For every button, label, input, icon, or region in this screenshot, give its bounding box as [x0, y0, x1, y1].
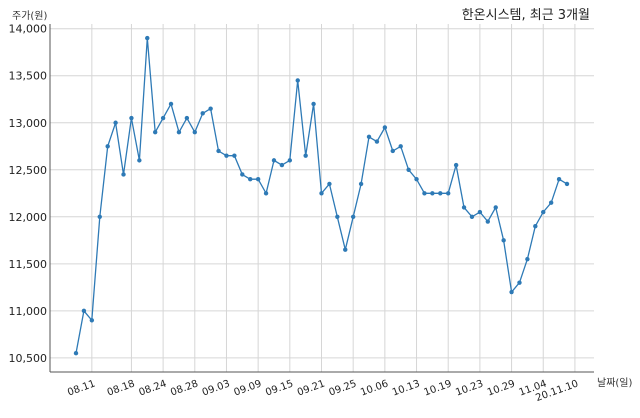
data-point [184, 115, 190, 121]
data-point [152, 129, 158, 135]
grid-layer [50, 24, 594, 372]
x-tick-label: 08.11 [66, 378, 97, 398]
data-point [430, 191, 435, 196]
y-tick-label: 11,000 [9, 305, 48, 318]
data-point [89, 318, 95, 323]
data-point [422, 191, 427, 196]
data-point [446, 191, 451, 196]
data-point [232, 153, 237, 158]
y-tick-label: 10,500 [9, 352, 48, 365]
data-point [501, 238, 506, 243]
y-tick-label: 13,000 [9, 117, 48, 130]
data-point [279, 162, 285, 168]
data-point [453, 162, 459, 168]
data-point [319, 191, 324, 196]
data-point [327, 181, 332, 187]
data-point [255, 176, 261, 182]
data-point [192, 129, 197, 135]
data-point [509, 289, 514, 295]
y-tick-label: 12,500 [9, 164, 48, 177]
data-point [216, 148, 221, 154]
data-point [477, 209, 483, 215]
x-tick-label: 09.09 [232, 378, 263, 398]
x-tick-label: 09.25 [328, 378, 359, 398]
x-tick-label: 09.15 [264, 378, 295, 398]
data-point [461, 205, 467, 210]
data-point [240, 172, 245, 177]
data-point [564, 181, 570, 187]
data-point [271, 158, 277, 163]
data-point [358, 181, 364, 187]
data-point [200, 111, 205, 116]
data-point [160, 115, 166, 121]
x-tick-label: 09.03 [201, 378, 232, 398]
x-tick-label: 10.29 [486, 378, 517, 398]
data-point [263, 191, 269, 196]
data-point [113, 120, 118, 125]
chart-title: 한온시스템, 최근 3개월 [462, 8, 590, 23]
data-point [541, 209, 546, 215]
data-point [73, 350, 79, 356]
data-point [382, 125, 388, 130]
data-point [81, 308, 87, 314]
data-point [366, 134, 372, 140]
data-point [287, 158, 293, 163]
data-point [350, 214, 356, 220]
axes-layer [49, 24, 594, 373]
x-tick-label: 10.13 [391, 378, 422, 398]
data-point [129, 115, 134, 121]
data-point [295, 78, 300, 83]
y-tick-labels: 10,500 11,000 11,500 12,000 12,500 13,000 13,5… [9, 23, 48, 365]
data-point [224, 153, 229, 158]
data-point [311, 101, 316, 107]
x-tick-label: 08.18 [106, 378, 137, 398]
x-tick-label: 08.28 [169, 378, 200, 398]
x-tick-label: 08.24 [137, 378, 168, 398]
data-point [137, 158, 142, 163]
x-axis-label: 날짜(일) [597, 377, 633, 389]
x-tick-label: 10.23 [454, 378, 485, 398]
data-point [97, 214, 102, 220]
data-point [105, 144, 110, 149]
data-point [533, 224, 538, 229]
data-point [517, 280, 522, 285]
data-point [176, 129, 182, 135]
price-series [73, 35, 570, 356]
data-point [145, 35, 150, 41]
data-point [303, 153, 308, 158]
x-tick-label: 10.19 [423, 378, 454, 398]
data-point [398, 144, 403, 149]
x-tick-label: 09.21 [296, 378, 327, 398]
y-tick-label: 12,000 [9, 211, 48, 224]
data-point [485, 219, 491, 224]
y-tick-label: 11,500 [9, 258, 48, 271]
data-point [121, 172, 126, 177]
data-point [438, 191, 443, 196]
data-point [556, 176, 562, 182]
data-point [343, 247, 348, 252]
data-point [548, 200, 554, 205]
data-point [208, 106, 213, 111]
y-tick-label: 14,000 [9, 23, 48, 36]
data-point [493, 205, 498, 210]
data-point [168, 101, 174, 107]
data-point [525, 256, 530, 262]
data-point [248, 176, 253, 182]
data-point [414, 176, 419, 182]
y-tick-label: 13,500 [9, 70, 48, 83]
y-axis-label: 주가(원) [12, 10, 48, 22]
data-point [469, 214, 475, 220]
data-point [335, 214, 340, 220]
data-point [406, 167, 411, 172]
x-tick-labels: 08.11 08.18 08.24 08.28 09.03 09.09 09.15 09.21… [66, 378, 580, 404]
x-tick-label: 10.06 [359, 378, 390, 398]
data-point [374, 139, 380, 144]
data-point [390, 148, 395, 154]
